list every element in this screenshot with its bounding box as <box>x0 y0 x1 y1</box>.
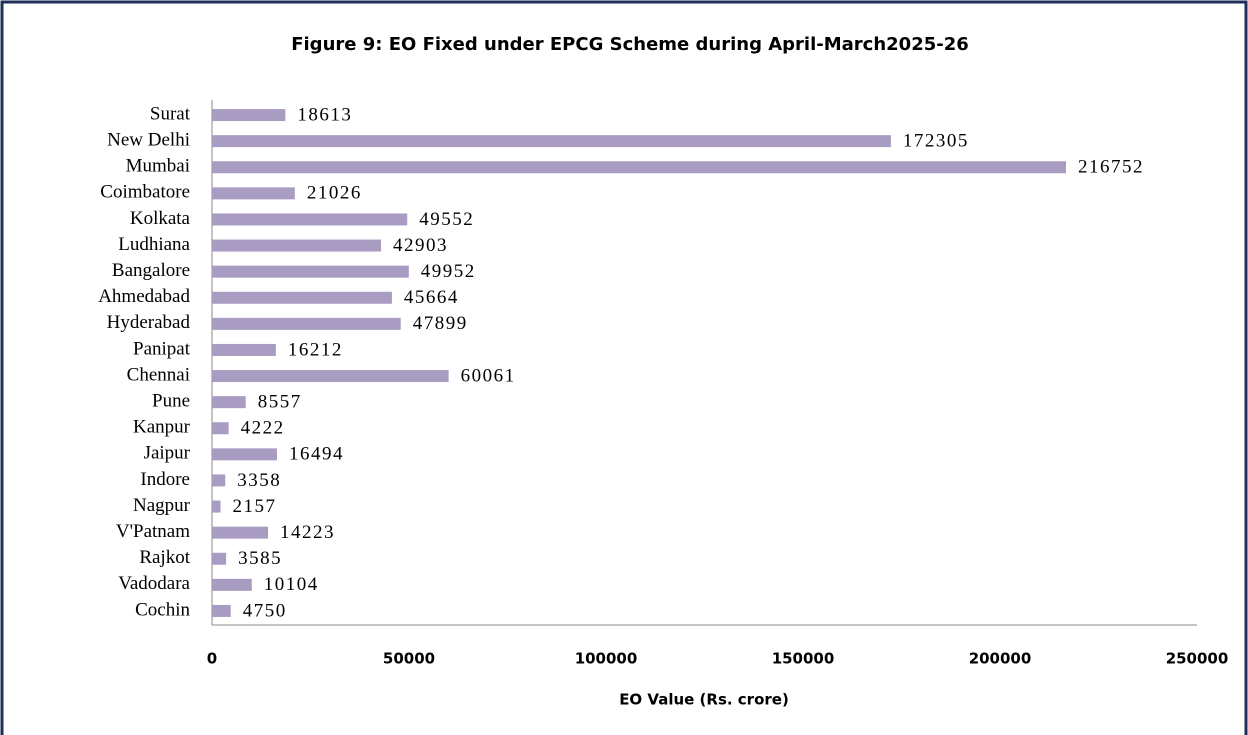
bar <box>212 213 408 226</box>
bar <box>212 187 295 200</box>
value-label: 3358 <box>237 470 281 491</box>
y-tick-label: Chennai <box>127 364 190 385</box>
y-tick-label: Hyderabad <box>107 312 191 333</box>
bar <box>212 161 1067 174</box>
value-label: 49952 <box>421 261 476 282</box>
bar <box>212 317 401 330</box>
y-tick-label: Ahmedabad <box>98 286 190 307</box>
x-tick-label: 100000 <box>575 650 638 668</box>
x-axis-label: EO Value (Rs. crore) <box>619 691 789 709</box>
value-label: 172305 <box>903 131 969 152</box>
bar <box>212 265 409 278</box>
bar <box>212 474 226 487</box>
y-tick-label: Cochin <box>135 599 190 620</box>
bar <box>212 552 227 565</box>
y-tick-label: Panipat <box>133 338 191 359</box>
bar <box>212 343 276 356</box>
y-tick-label: Kanpur <box>133 417 191 438</box>
bar <box>212 422 229 435</box>
y-tick-label: Kolkata <box>130 208 191 229</box>
y-tick-label: Indore <box>140 469 190 490</box>
y-tick-label: Pune <box>152 391 190 412</box>
bar <box>212 370 449 383</box>
y-tick-label: Ludhiana <box>118 234 190 255</box>
chart-title: Figure 9: EO Fixed under EPCG Scheme dur… <box>291 34 969 55</box>
y-tick-label: Surat <box>150 103 191 124</box>
y-tick-label: Jaipur <box>144 443 191 464</box>
y-tick-label: Vadodara <box>118 573 190 594</box>
y-tick-label: Bangalore <box>112 260 190 281</box>
value-label: 47899 <box>413 313 468 334</box>
value-label: 4750 <box>243 600 287 621</box>
y-tick-label: New Delhi <box>107 130 190 151</box>
value-label: 10104 <box>264 574 319 595</box>
bar <box>212 604 231 617</box>
value-label: 45664 <box>404 287 459 308</box>
bar <box>212 396 246 409</box>
x-tick-label: 150000 <box>772 650 835 668</box>
y-tick-label: V'Patnam <box>116 521 190 542</box>
y-tick-label: Mumbai <box>126 156 190 177</box>
bar <box>212 448 277 461</box>
y-tick-label: Nagpur <box>133 495 191 516</box>
value-label: 16212 <box>288 339 343 360</box>
value-label: 49552 <box>419 209 474 230</box>
value-label: 16494 <box>289 444 344 465</box>
value-label: 2157 <box>232 496 276 517</box>
value-label: 8557 <box>258 392 302 413</box>
bar <box>212 239 382 252</box>
x-tick-label: 50000 <box>383 650 435 668</box>
y-tick-label: Rajkot <box>139 547 190 568</box>
bar <box>212 526 269 539</box>
value-label: 21026 <box>307 183 362 204</box>
value-label: 216752 <box>1078 157 1144 178</box>
bar <box>212 291 392 304</box>
value-label: 4222 <box>241 418 285 439</box>
bar <box>212 500 221 513</box>
value-label: 60061 <box>461 365 516 386</box>
value-label: 14223 <box>280 522 335 543</box>
value-label: 3585 <box>238 548 282 569</box>
x-tick-label: 250000 <box>1166 650 1229 668</box>
value-label: 42903 <box>393 235 448 256</box>
bar <box>212 109 286 122</box>
x-tick-label: 0 <box>207 650 217 668</box>
y-tick-label: Coimbatore <box>100 182 190 203</box>
x-tick-label: 200000 <box>969 650 1032 668</box>
bar <box>212 578 252 591</box>
bar <box>212 135 891 148</box>
value-label: 18613 <box>297 104 352 125</box>
